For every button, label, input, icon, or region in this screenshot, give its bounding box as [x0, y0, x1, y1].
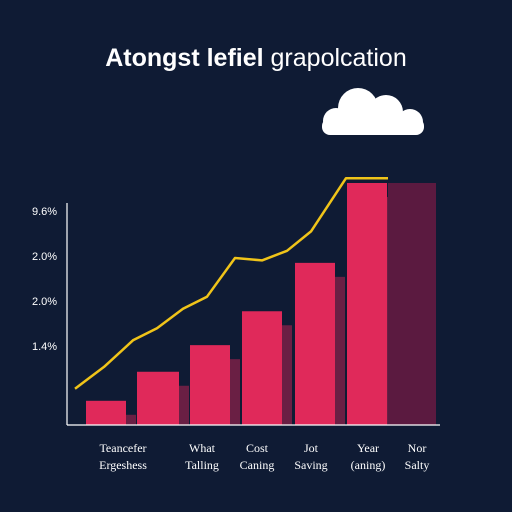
bar: [242, 311, 282, 425]
bar: [86, 400, 126, 425]
x-tick-label: Jot: [304, 441, 319, 455]
y-tick-label: 2.0%: [32, 251, 57, 263]
bar: [347, 183, 387, 425]
x-tick-label: Salty: [405, 458, 430, 472]
cloud-icon: [322, 88, 424, 135]
bar-shadow: [126, 414, 136, 425]
x-tick-label: What: [189, 441, 216, 455]
bar: [388, 183, 436, 425]
bar: [295, 262, 335, 425]
x-tick-label: Talling: [185, 458, 219, 472]
x-tick-label: Caning: [240, 458, 275, 472]
y-tick-label: 2.0%: [32, 296, 57, 308]
trend-line: [74, 176, 388, 390]
chart-title: Atongst lefiel grapolcation: [0, 44, 512, 73]
x-tick-labels: Teancefer Ergeshess What Talling Cost Caning J…: [99, 441, 429, 472]
chart-title-bold: Atongst lefiel: [105, 44, 264, 72]
x-tick-label: Year: [357, 441, 379, 455]
x-tick-label: Nor: [408, 441, 427, 455]
x-tick-label: Ergeshess: [99, 458, 147, 472]
x-tick-label: Saving: [294, 458, 327, 472]
y-tick-label: 1.4%: [32, 341, 57, 353]
bar: [190, 345, 230, 425]
chart-title-light: grapolcation: [270, 44, 407, 72]
y-tick-label: 9.6%: [32, 206, 57, 218]
bar-shadow: [282, 325, 292, 425]
bar: [137, 371, 179, 425]
x-tick-label: (aning): [351, 458, 386, 472]
bars-group: [86, 183, 436, 425]
x-tick-label: Teancefer: [99, 441, 146, 455]
bar-shadow: [179, 385, 189, 425]
bar-shadow: [230, 359, 240, 425]
x-tick-label: Cost: [246, 441, 269, 455]
y-tick-labels: 9.6% 2.0% 2.0% 1.4%: [32, 206, 57, 353]
bar-shadow: [335, 276, 345, 425]
